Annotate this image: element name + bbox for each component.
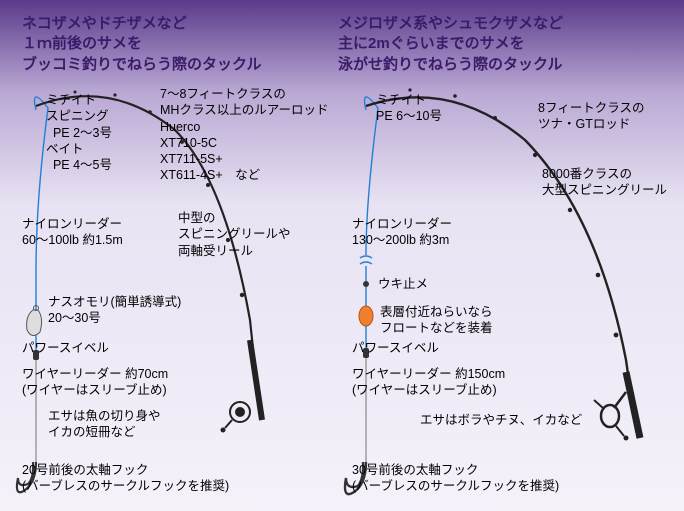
right-hook-label: 30号前後の太軸フック (バーブレスのサークルフックを推奨) <box>352 462 559 495</box>
right-michito-label: ミチイト PE 6〜10号 <box>376 92 442 125</box>
right-rig-diagram <box>0 0 684 511</box>
right-float-label: 表層付近ねらいなら フロートなどを装着 <box>380 304 493 337</box>
right-bait-label: エサはボラやチヌ、イカなど <box>420 412 582 428</box>
right-reel-label: 8000番クラスの 大型スピニングリール <box>542 166 667 199</box>
right-leader-label: ナイロンリーダー 130〜200lb 約3m <box>352 216 452 249</box>
right-ukidome-label: ウキ止メ <box>378 276 428 292</box>
right-swivel-label: パワースイベル <box>352 340 439 356</box>
right-rod-label: 8フィートクラスの ツナ・GTロッド <box>538 100 644 133</box>
right-wire-label: ワイヤーリーダー 約150cm (ワイヤーはスリーブ止め) <box>352 366 505 399</box>
diagram-content: ネコザメやドチザメなど １ｍ前後のサメを ブッコミ釣りでねらう際のタックル メジ… <box>0 0 684 511</box>
